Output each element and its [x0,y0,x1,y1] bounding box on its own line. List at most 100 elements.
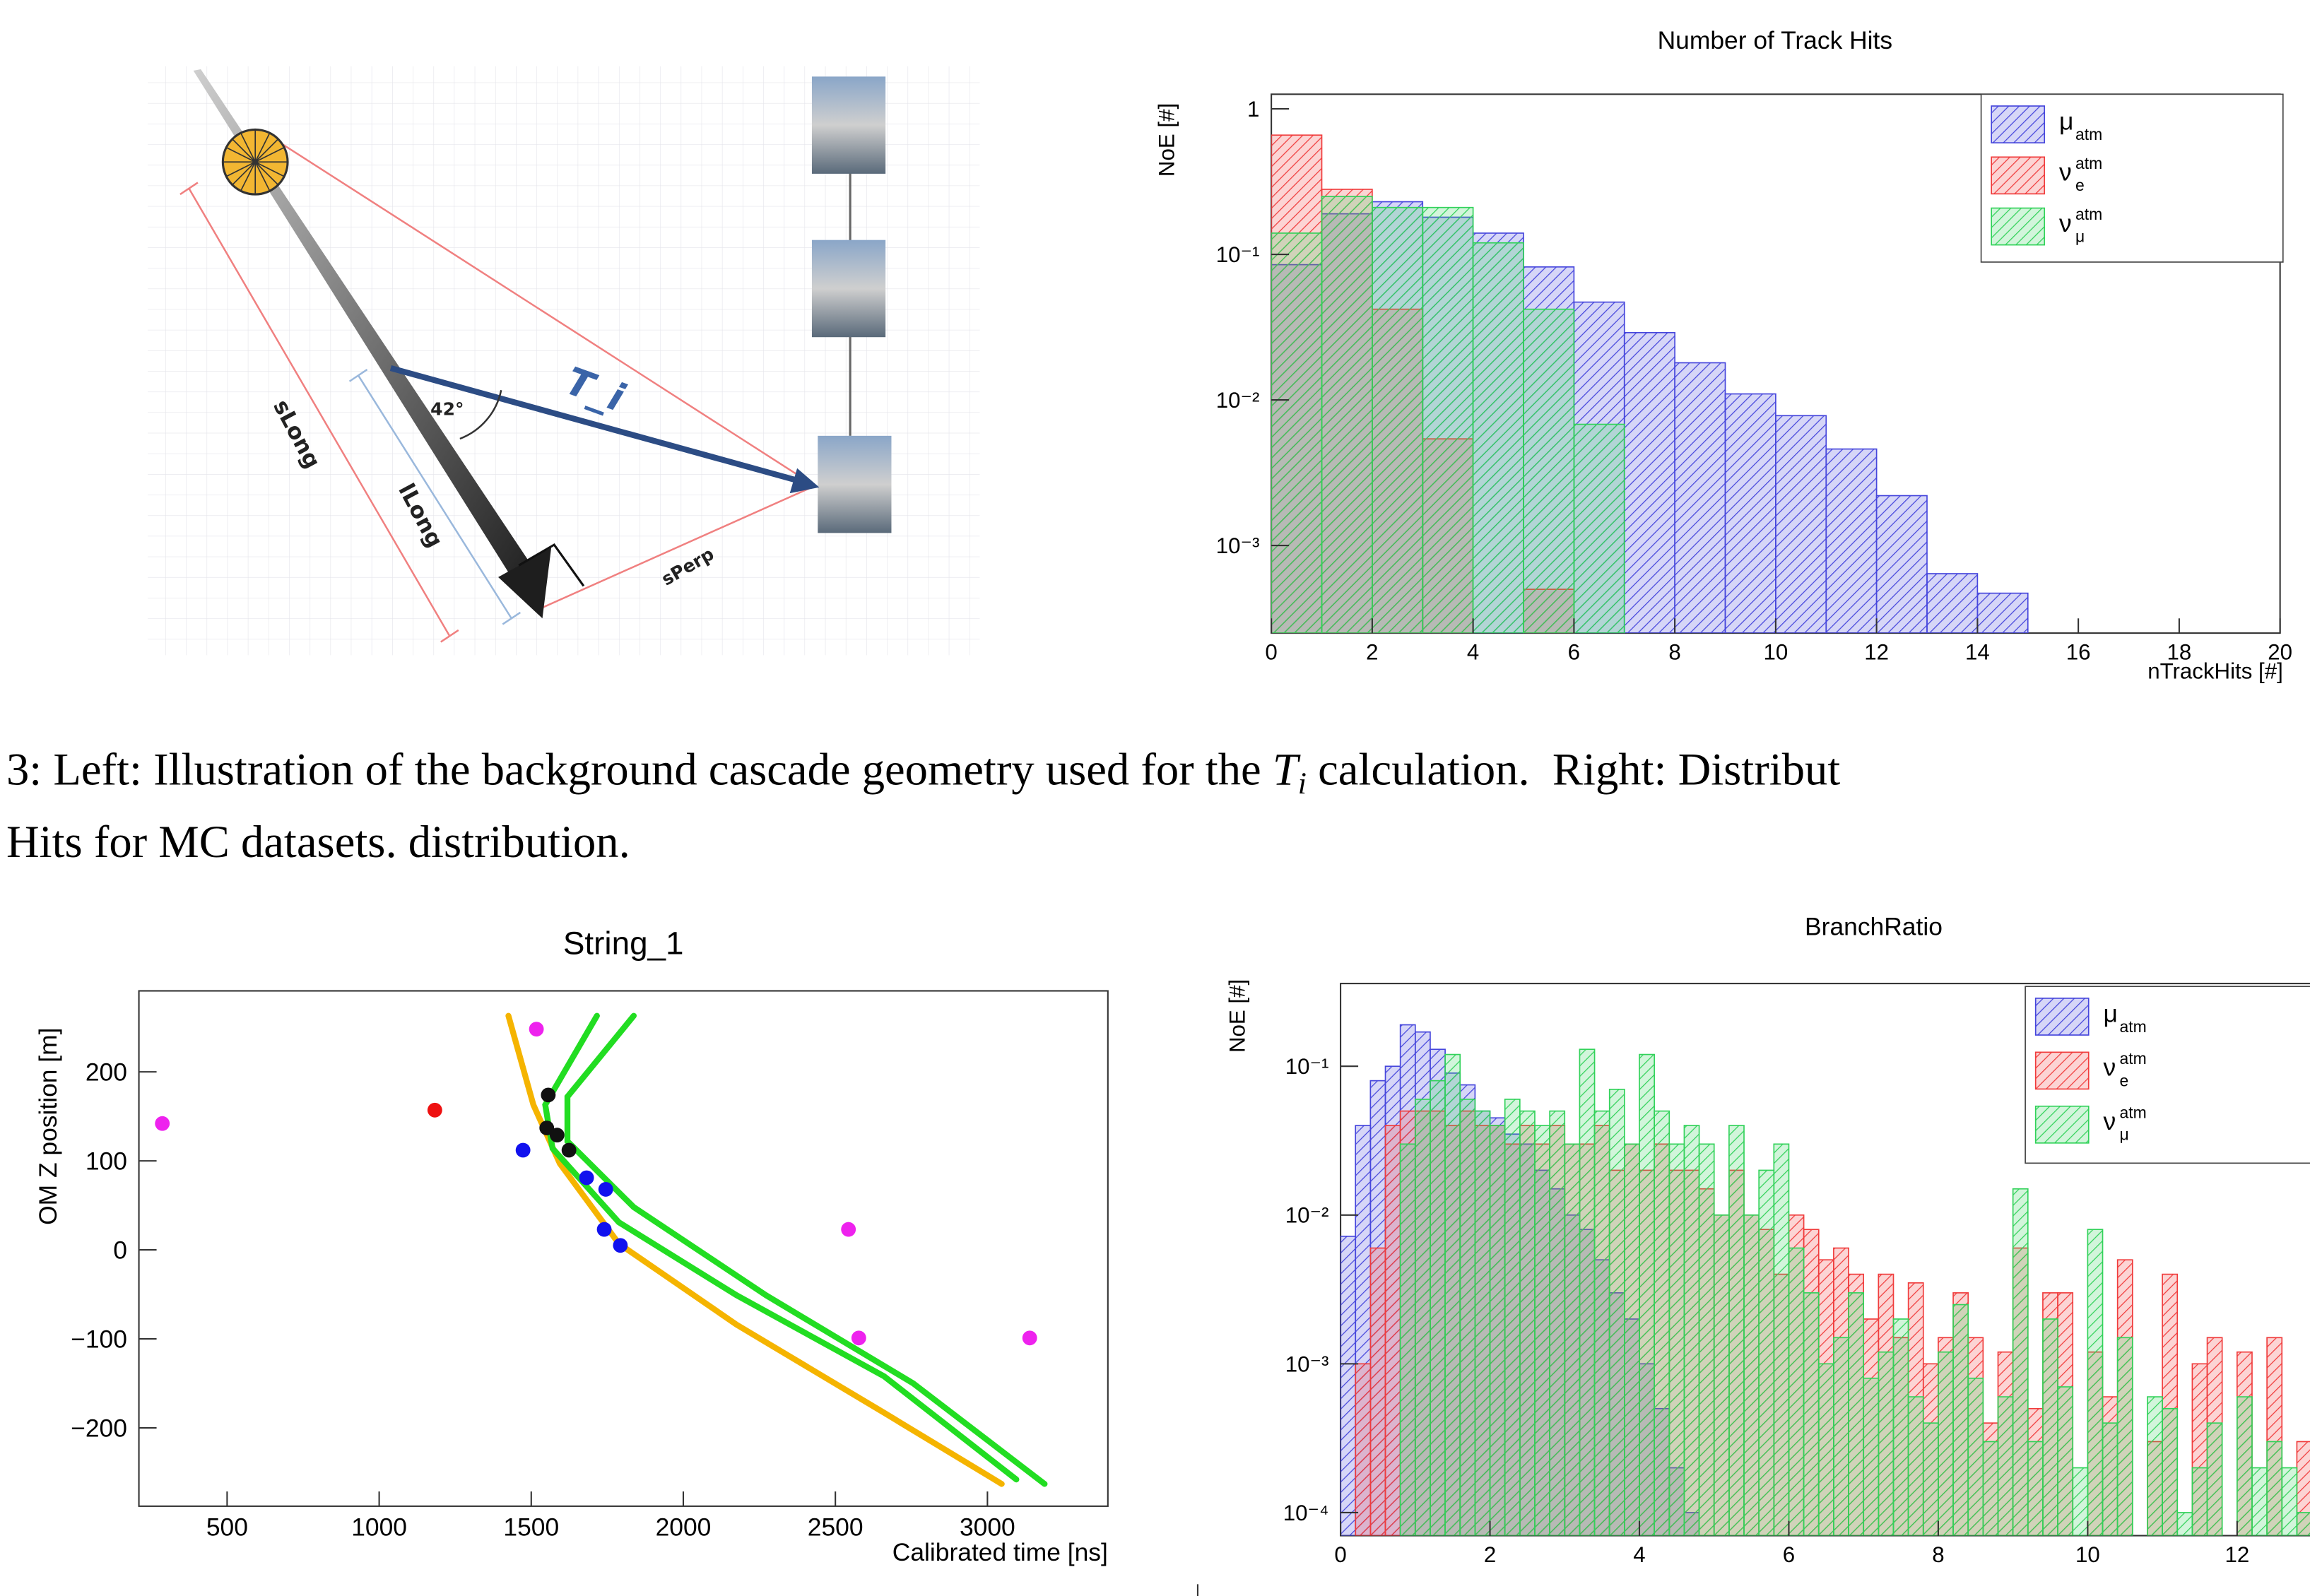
histogram-bar [1639,1053,1655,1536]
legend-label-sub: atm [2075,125,2102,143]
hit-point [613,1238,628,1253]
track-rod [193,69,540,589]
chart-title: Number of Track Hits [1658,26,1893,54]
cascade-spokes [223,129,288,195]
histogram-bar [1459,1099,1476,1536]
histogram-bar [1833,1337,1849,1536]
histogram-bar [1444,1053,1461,1536]
angle-arc [459,389,502,440]
legend-label-sup: atm [2119,1049,2146,1068]
x-tick-label: 10 [2075,1542,2100,1567]
histogram-bar [1654,1110,1670,1536]
histogram-bar [1624,1143,1640,1536]
legend-label: ν [2059,209,2072,237]
histogram-bar [1878,1351,1894,1536]
histogram-bar [1534,1125,1550,1536]
x-tick-label: 2 [1484,1542,1496,1567]
x-tick-label: 2000 [656,1513,712,1542]
y-tick-label: 10⁻¹ [1285,1054,1329,1079]
caption-text: 3: Left: Illustration of the background … [6,744,1273,795]
x-tick-label: 2 [1366,640,1378,665]
x-tick-label: 14 [1965,640,1990,665]
legend-swatch [2034,1105,2090,1144]
histogram-bar [2147,1396,2163,1536]
hit-point [561,1142,577,1158]
histogram-bar [1922,1422,1939,1536]
y-tick-label: 200 [86,1058,127,1087]
legend-label-sub: e [2119,1071,2128,1089]
x-tick-label: 10 [1764,640,1789,665]
histogram-bar [2251,1467,2268,1536]
histogram-bar [2102,1422,2119,1536]
x-tick-label: 12 [2224,1542,2249,1567]
plot-area [1271,134,2029,634]
histogram-bar [2191,1467,2208,1536]
x-tick-label: 12 [1864,640,1889,665]
y-axis-label: NoE [#] [1155,103,1179,177]
red-line [537,485,815,610]
histogram-bar [2162,1407,2179,1536]
histogram-bar [1593,1110,1610,1536]
histogram-bar [1608,1089,1625,1536]
histogram-bar [1997,1396,2014,1536]
y-tick-label: 0 [113,1236,127,1264]
caption-text: calculation. Right: Distribut [1307,744,1840,795]
slong-line [188,188,451,637]
histogram-bar [1698,1143,1715,1536]
hit-point [539,1121,555,1135]
histogram-bar [2176,1512,2193,1536]
histogram-bar [1976,592,2029,634]
histogram-bar [2087,1229,2104,1536]
histogram-bar [1907,1396,1924,1536]
histogram-bar [1519,1110,1536,1536]
hit-point [579,1170,594,1186]
histogram-bar [1713,1214,1730,1536]
x-axis-label: nTrackHits [#] [2147,659,2283,684]
histogram-bar [2266,1441,2283,1536]
histogram-bar [1892,1318,1909,1536]
legend-label-sup: atm [2075,205,2102,223]
histogram-bar [1863,1377,1880,1536]
legend-label-sub: μ [2075,227,2085,245]
x-tick-label: 4 [1467,640,1479,665]
hit-point [598,1181,613,1197]
ti-arrowhead [789,468,820,494]
legend-label-sup: atm [2075,154,2102,172]
histogram-bar [2042,1318,2058,1536]
y-tick-label: 10⁻¹ [1216,242,1260,267]
legend-label: μ [2059,107,2073,135]
hit-point [529,1022,544,1037]
legend-swatch [1991,105,2046,143]
x-tick-label: 20 [2268,640,2292,665]
ti-arrow [389,365,797,483]
histogram-bar [1414,1099,1431,1536]
histogram-bar [1430,1080,1446,1536]
x-tick-label: 500 [206,1513,248,1542]
plot-area [155,1012,1048,1487]
histogram-bar [1623,331,1675,634]
y-tick-label: −100 [71,1325,127,1353]
histogram-bar [1788,1247,1805,1536]
x-tick-label: 1500 [503,1513,559,1542]
histogram-bar [2012,1188,2029,1536]
histogram-bar [1472,242,1524,634]
legend-label-sub: μ [2119,1125,2128,1144]
hit-point [155,1116,170,1131]
hit-point [515,1142,531,1158]
x-tick-label: 18 [2167,640,2192,665]
llong-line [358,374,512,619]
legend-swatch [1991,207,2046,246]
histogram-bar [2027,1441,2044,1536]
hit-point [841,1222,856,1237]
histogram-bar [1724,393,1776,634]
histogram-bar [1573,423,1625,634]
legend-label: ν [2059,158,2072,187]
histogram-bar [1523,308,1575,634]
histogram-bar [1321,196,1373,634]
x-tick-label: 4 [1633,1542,1645,1567]
dom-image [818,435,892,533]
dom-image [811,240,886,338]
x-tick-label: 1000 [351,1513,407,1542]
